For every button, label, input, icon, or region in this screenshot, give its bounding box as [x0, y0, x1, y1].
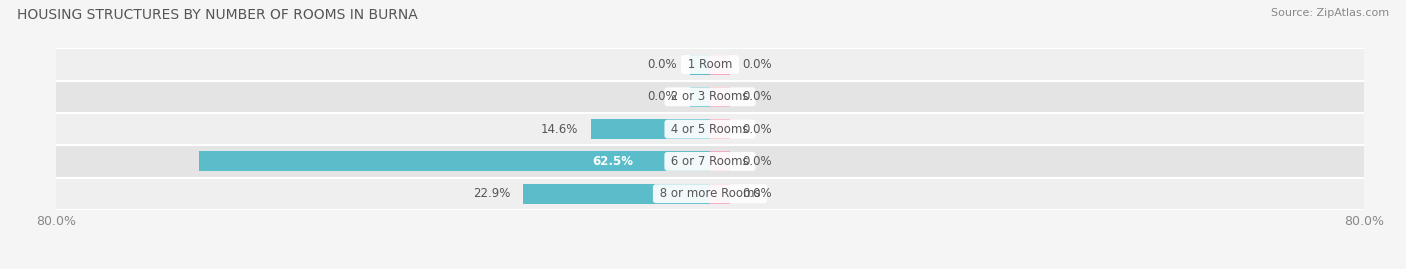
Text: 0.0%: 0.0% — [742, 123, 772, 136]
Bar — [689, 87, 710, 107]
Bar — [689, 55, 710, 75]
Bar — [56, 81, 1364, 113]
Bar — [56, 145, 1364, 178]
Bar — [710, 184, 731, 204]
Bar — [200, 151, 710, 171]
Text: 0.0%: 0.0% — [648, 90, 678, 103]
Text: Source: ZipAtlas.com: Source: ZipAtlas.com — [1271, 8, 1389, 18]
Text: 4 or 5 Rooms: 4 or 5 Rooms — [668, 123, 752, 136]
Text: 0.0%: 0.0% — [742, 90, 772, 103]
Bar — [710, 119, 731, 139]
Text: 0.0%: 0.0% — [742, 58, 772, 71]
Text: 14.6%: 14.6% — [541, 123, 578, 136]
Text: 22.9%: 22.9% — [474, 187, 510, 200]
Text: 2 or 3 Rooms: 2 or 3 Rooms — [668, 90, 752, 103]
Bar — [56, 48, 1364, 81]
Bar — [710, 55, 731, 75]
Bar — [523, 184, 710, 204]
Bar — [56, 178, 1364, 210]
Bar — [710, 87, 731, 107]
Bar — [591, 119, 710, 139]
Text: 0.0%: 0.0% — [742, 155, 772, 168]
Text: 0.0%: 0.0% — [742, 187, 772, 200]
Text: 0.0%: 0.0% — [648, 58, 678, 71]
Bar — [56, 113, 1364, 145]
Bar — [710, 151, 731, 171]
Text: 1 Room: 1 Room — [683, 58, 737, 71]
Text: 8 or more Rooms: 8 or more Rooms — [655, 187, 765, 200]
Text: 6 or 7 Rooms: 6 or 7 Rooms — [668, 155, 752, 168]
Text: 62.5%: 62.5% — [592, 155, 634, 168]
Text: HOUSING STRUCTURES BY NUMBER OF ROOMS IN BURNA: HOUSING STRUCTURES BY NUMBER OF ROOMS IN… — [17, 8, 418, 22]
